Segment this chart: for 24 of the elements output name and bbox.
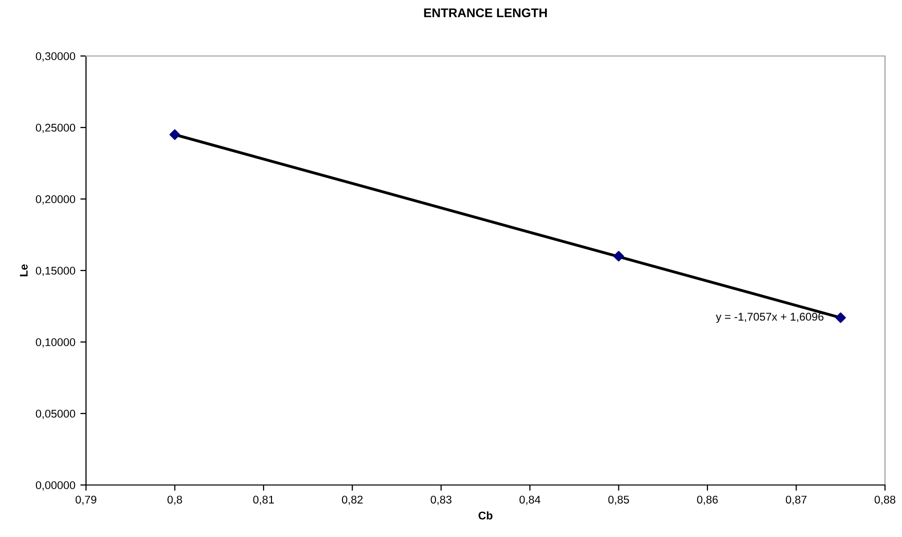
- x-axis-title: Cb: [478, 511, 492, 520]
- point: [169, 129, 180, 140]
- x-tick-label: 0,87: [786, 496, 806, 505]
- x-tick-label: 0,88: [874, 496, 896, 505]
- point: [835, 312, 846, 323]
- annotation: y = -1,7057x + 1,6096: [716, 312, 824, 323]
- y-tick-label: 0,15000: [36, 266, 76, 276]
- x-tick-label: 0,84: [520, 496, 540, 505]
- x-tick-label: 0,86: [697, 496, 718, 505]
- y-tick-label: 0,00000: [36, 481, 76, 490]
- x-tick-label: 0,79: [76, 496, 96, 505]
- y-axis-title: Le: [20, 264, 28, 276]
- chart-title: ENTRANCE LENGTH: [424, 8, 547, 18]
- x-tick-label: 0,85: [608, 496, 630, 505]
- y-tick-label: 0,25000: [36, 124, 76, 133]
- x-tick-label: 0,8: [167, 496, 182, 505]
- y-tick-label: 0,20000: [36, 195, 76, 204]
- y-tick-label: 0,30000: [36, 52, 76, 62]
- x-tick-label: 0,82: [342, 496, 363, 505]
- point: [613, 250, 624, 262]
- x-tick-label: 0,81: [253, 496, 274, 505]
- x-tick-label: 0,83: [430, 496, 452, 505]
- y-tick-label: 0,05000: [36, 410, 76, 419]
- y-tick-label: 0,10000: [36, 338, 76, 348]
